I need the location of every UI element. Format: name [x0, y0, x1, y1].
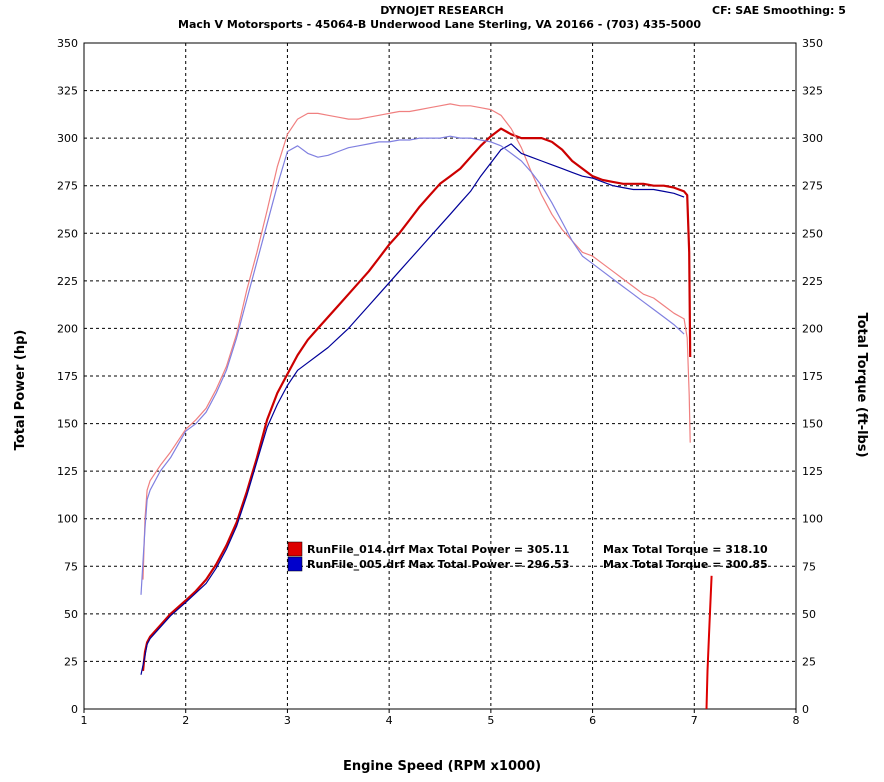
legend-power-label: RunFile_014.drf Max Total Power = 305.11 — [307, 543, 569, 556]
y-left-tick-label: 175 — [57, 370, 78, 383]
y-right-tick-label: 125 — [802, 465, 823, 478]
y-right-tick-label: 0 — [802, 703, 809, 716]
y-right-tick-label: 100 — [802, 513, 823, 526]
x-tick-label: 3 — [284, 714, 291, 727]
series-lines — [140, 103, 713, 710]
y-right-tick-label: 75 — [802, 560, 816, 573]
series-line-2-power — [140, 143, 685, 675]
y-left-tick-label: 100 — [57, 513, 78, 526]
chart-header-correction: CF: SAE Smoothing: 5 — [712, 4, 846, 17]
x-tick-label: 7 — [691, 714, 698, 727]
y-left-tick-label: 325 — [57, 85, 78, 98]
legend-power-label: RunFile_005.drf Max Total Power = 296.53 — [307, 558, 569, 571]
y-axis-right-label: Total Torque (ft-lbs) — [854, 312, 869, 457]
legend: RunFile_014.drf Max Total Power = 305.11… — [287, 541, 768, 572]
series-line-4-artifact — [705, 575, 713, 710]
y-left-tick-label: 225 — [57, 275, 78, 288]
y-right-tick-label: 225 — [802, 275, 823, 288]
y-axis-left-label: Total Power (hp) — [13, 330, 28, 451]
y-right-tick-label: 275 — [802, 180, 823, 193]
legend-torque-label: Max Total Torque = 300.85 — [603, 558, 768, 571]
x-tick-label: 4 — [386, 714, 393, 727]
legend-swatch — [287, 556, 303, 572]
y-left-tick-label: 275 — [57, 180, 78, 193]
y-right-tick-label: 200 — [802, 322, 823, 335]
y-left-tick-label: 300 — [57, 132, 78, 145]
y-right-tick-label: 300 — [802, 132, 823, 145]
x-tick-label: 2 — [182, 714, 189, 727]
y-right-tick-label: 175 — [802, 370, 823, 383]
chart-header-title: DYNOJET RESEARCH — [380, 4, 504, 17]
y-right-tick-label: 50 — [802, 608, 816, 621]
x-tick-label: 8 — [793, 714, 800, 727]
y-left-tick-label: 250 — [57, 227, 78, 240]
x-tick-label: 1 — [81, 714, 88, 727]
y-left-tick-label: 0 — [71, 703, 78, 716]
series-line-3-torque — [140, 135, 685, 595]
y-left-tick-label: 200 — [57, 322, 78, 335]
legend-torque-label: Max Total Torque = 318.10 — [603, 543, 768, 556]
y-left-tick-label: 50 — [64, 608, 78, 621]
y-right-tick-label: 150 — [802, 418, 823, 431]
y-right-tick-label: 325 — [802, 85, 823, 98]
y-left-tick-label: 350 — [57, 37, 78, 50]
chart-header-address: Mach V Motorsports - 45064-B Underwood L… — [178, 18, 702, 31]
y-right-tick-label: 25 — [802, 655, 816, 668]
y-left-tick-label: 125 — [57, 465, 78, 478]
y-right-tick-label: 350 — [802, 37, 823, 50]
x-tick-label: 6 — [589, 714, 596, 727]
x-axis-label: Engine Speed (RPM x1000) — [343, 759, 541, 774]
y-left-tick-label: 75 — [64, 560, 78, 573]
x-tick-label: 5 — [487, 714, 494, 727]
series-line-1-torque — [142, 103, 691, 580]
y-right-tick-label: 250 — [802, 227, 823, 240]
y-left-tick-label: 25 — [64, 655, 78, 668]
legend-swatch — [287, 541, 303, 557]
y-left-tick-label: 150 — [57, 418, 78, 431]
series-line-0-power — [141, 127, 692, 672]
